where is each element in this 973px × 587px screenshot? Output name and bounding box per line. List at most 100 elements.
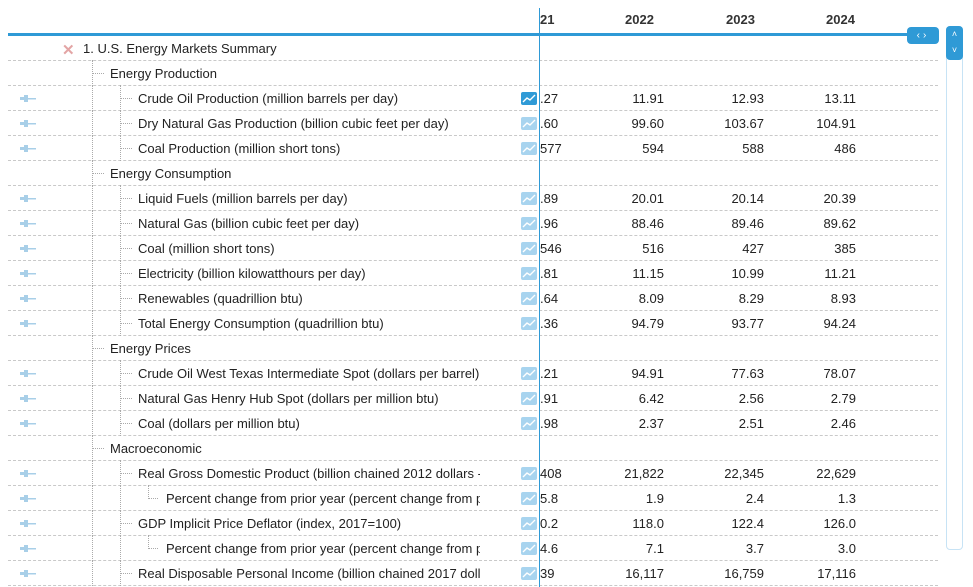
sparkline-chart-icon[interactable] — [521, 567, 537, 580]
cell-2022: 88.46 — [631, 216, 664, 231]
tree-line — [92, 73, 104, 75]
pin-icon[interactable] — [20, 94, 36, 102]
pin-icon[interactable] — [20, 144, 36, 152]
sparkline-chart-icon[interactable] — [521, 542, 537, 555]
cell-2023: 77.63 — [731, 366, 764, 381]
tree-line — [92, 448, 104, 450]
table-row[interactable]: .64 8.09 8.29 8.93 Renewables (quadrillion b… — [8, 285, 938, 311]
sparkline-chart-icon[interactable] — [521, 142, 537, 155]
chevron-down-icon[interactable]: ˅ — [951, 45, 958, 55]
sparkline-chart-icon[interactable] — [521, 217, 537, 230]
table-row[interactable]: 577 594 588 486 Coal Production (million sho… — [8, 135, 938, 161]
sparkline-chart-icon[interactable] — [521, 267, 537, 280]
tree-line — [92, 285, 94, 311]
cell-2024: 385 — [834, 241, 856, 256]
group-row[interactable]: Energy Production — [8, 60, 938, 86]
sparkline-chart-icon[interactable] — [521, 417, 537, 430]
tree-line — [120, 123, 132, 125]
tree-line — [92, 235, 94, 261]
table-row[interactable]: 546 516 427 385 Coal (million short tons) — [8, 235, 938, 261]
pin-icon[interactable] — [20, 119, 36, 127]
pin-icon[interactable] — [20, 369, 36, 377]
col-2024-header: 2024 — [826, 12, 855, 27]
table-row[interactable]: 39 16,117 16,759 17,116 Real Disposable Pers… — [8, 560, 938, 586]
pin-icon[interactable] — [20, 544, 36, 552]
tree-line — [120, 248, 132, 250]
table-row[interactable]: .36 94.79 93.77 94.24 Total Energy Consumpti… — [8, 310, 938, 336]
group-row[interactable]: Energy Consumption — [8, 160, 938, 186]
row-label: Natural Gas (billion cubic feet per day) — [138, 216, 360, 231]
pin-icon[interactable] — [20, 394, 36, 402]
close-icon[interactable]: ✕ — [62, 42, 75, 59]
pin-icon[interactable] — [20, 219, 36, 227]
sparkline-chart-icon[interactable] — [521, 317, 537, 330]
cell-2022: 20.01 — [631, 191, 664, 206]
cell-21: .91 — [540, 391, 559, 406]
table-row[interactable]: 4.6 7.1 3.7 3.0 Percent change from prior ye… — [8, 535, 938, 561]
tree-line — [148, 548, 158, 550]
pin-icon[interactable] — [20, 494, 36, 502]
table-row[interactable]: .91 6.42 2.56 2.79 Natural Gas Henry Hub Spo… — [8, 385, 938, 411]
pin-icon[interactable] — [20, 469, 36, 477]
sparkline-chart-icon[interactable] — [521, 117, 537, 130]
column-scroll-indicator[interactable] — [539, 8, 540, 587]
sparkline-chart-icon[interactable] — [521, 367, 537, 380]
sparkline-chart-icon[interactable] — [521, 92, 537, 105]
chevron-left-icon[interactable]: ‹ — [916, 30, 923, 41]
sparkline-chart-icon[interactable] — [521, 292, 537, 305]
tree-line — [120, 148, 132, 150]
table-row[interactable]: .81 11.15 10.99 11.21 Electricity (billion k… — [8, 260, 938, 286]
scroll-buttons[interactable]: ˄ ˅ — [946, 26, 963, 60]
pin-icon[interactable] — [20, 269, 36, 277]
cell-2024: 17,116 — [817, 566, 856, 581]
cell-21: 0.2 — [540, 516, 559, 531]
column-nav-button[interactable]: ‹› — [907, 27, 939, 44]
table-row[interactable]: .27 11.91 12.93 13.11 Crude Oil Production (… — [8, 85, 938, 111]
pin-icon[interactable] — [20, 569, 36, 577]
pin-icon[interactable] — [20, 294, 36, 302]
tree-line — [92, 173, 104, 175]
tree-line — [120, 323, 132, 325]
cell-2022: 11.91 — [632, 91, 664, 106]
chevron-right-icon[interactable]: › — [923, 30, 930, 41]
table-row[interactable]: 5.8 1.9 2.4 1.3 Percent change from prior ye… — [8, 485, 938, 511]
tree-line — [92, 135, 94, 161]
table-row[interactable]: .89 20.01 20.14 20.39 Liquid Fuels (million … — [8, 185, 938, 211]
chevron-up-icon[interactable]: ˄ — [951, 29, 958, 39]
table-row[interactable]: 408 21,822 22,345 22,629 Real Gross Domestic… — [8, 460, 938, 486]
cell-2024: 13.11 — [824, 91, 856, 106]
cell-2024: 22,629 — [816, 466, 856, 481]
cell-2022: 8.09 — [638, 291, 664, 306]
pin-icon[interactable] — [20, 519, 36, 527]
sparkline-chart-icon[interactable] — [521, 242, 537, 255]
cell-2023: 588 — [742, 141, 764, 156]
pin-icon[interactable] — [20, 244, 36, 252]
pin-icon[interactable] — [20, 419, 36, 427]
root-row[interactable]: ✕ 1. U.S. Energy Markets Summary — [8, 36, 938, 61]
sparkline-chart-icon[interactable] — [521, 392, 537, 405]
cell-2024: 2.46 — [830, 416, 856, 431]
table-row[interactable]: .96 88.46 89.46 89.62 Natural Gas (billion c… — [8, 210, 938, 236]
cell-2022: 11.15 — [632, 266, 664, 281]
cell-2023: 427 — [742, 241, 764, 256]
tree-line — [92, 310, 94, 336]
pin-icon[interactable] — [20, 319, 36, 327]
sparkline-chart-icon[interactable] — [521, 492, 537, 505]
tree-line — [92, 385, 94, 411]
cell-21: .89 — [540, 191, 559, 206]
pin-icon[interactable] — [20, 194, 36, 202]
sparkline-chart-icon[interactable] — [521, 517, 537, 530]
table-row[interactable]: .21 94.91 77.63 78.07 Crude Oil West Texas I… — [8, 360, 938, 386]
tree-line — [92, 210, 94, 236]
sparkline-chart-icon[interactable] — [521, 467, 537, 480]
table-row[interactable]: 0.2 118.0 122.4 126.0 GDP Implicit Price Def… — [8, 510, 938, 536]
cell-2023: 2.56 — [738, 391, 764, 406]
group-row[interactable]: Energy Prices — [8, 335, 938, 361]
table-row[interactable]: .98 2.37 2.51 2.46 Coal (dollars per million… — [8, 410, 938, 436]
vertical-scrollbar[interactable] — [946, 26, 963, 550]
table-row[interactable]: .60 99.60 103.67 104.91 Dry Natural Gas Prod… — [8, 110, 938, 136]
row-label: Coal (million short tons) — [138, 241, 275, 256]
tree-line — [92, 260, 94, 286]
group-row[interactable]: Macroeconomic — [8, 435, 938, 461]
sparkline-chart-icon[interactable] — [521, 192, 537, 205]
